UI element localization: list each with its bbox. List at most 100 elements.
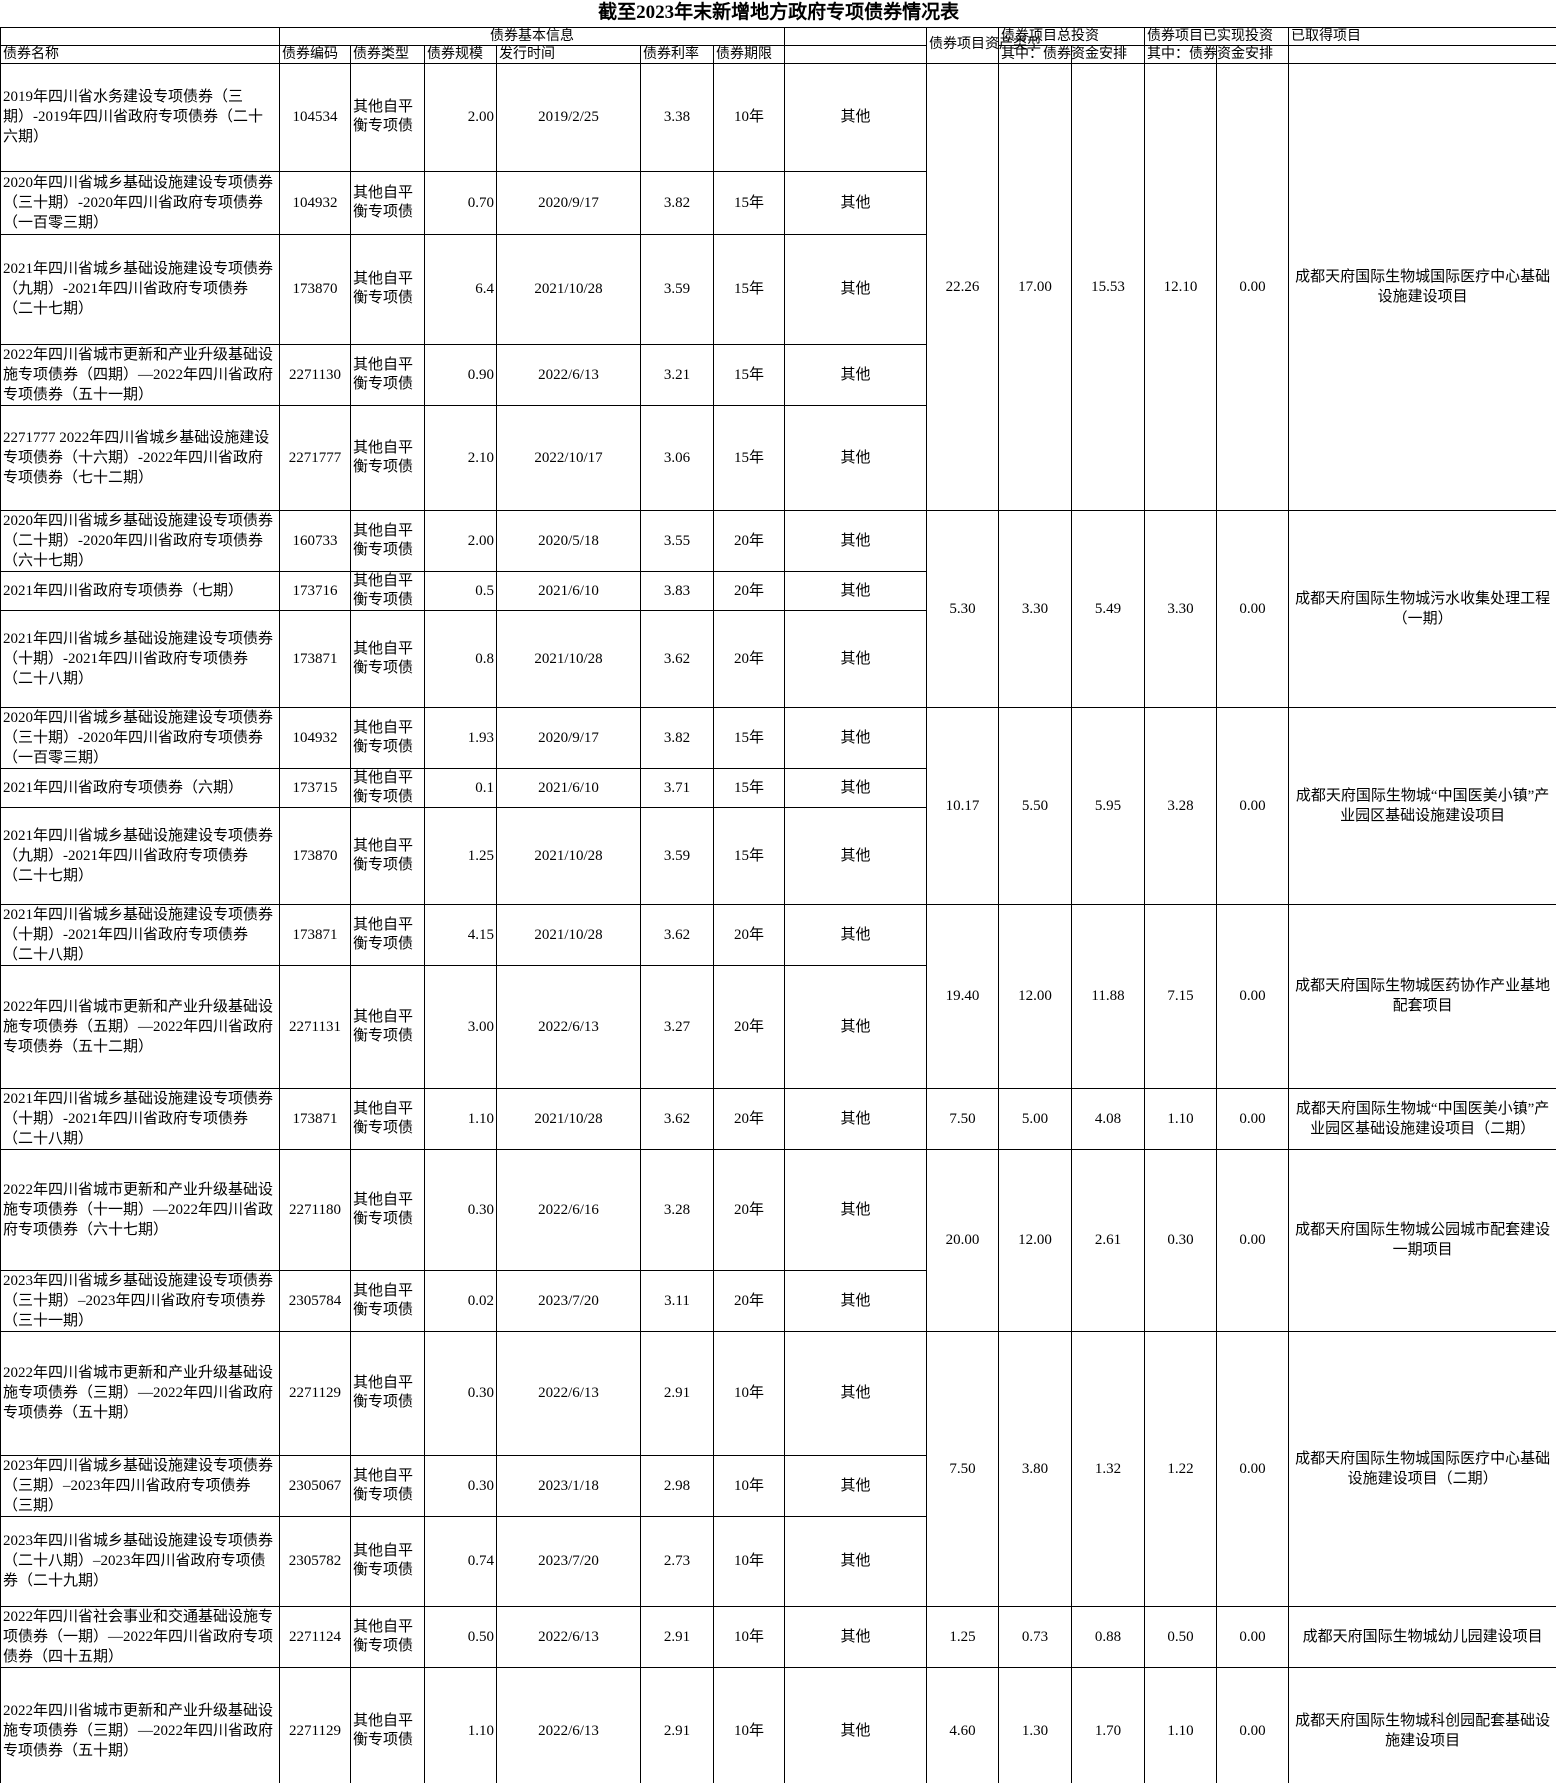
bond-term: 20年 <box>713 1148 785 1271</box>
bond-code: 104932 <box>279 706 351 769</box>
issue-date: 2023/7/20 <box>496 1269 641 1332</box>
bond-scale: 0.50 <box>424 1605 497 1668</box>
project-obtained: 0.00 <box>1216 1330 1289 1607</box>
issue-date: 2021/6/10 <box>496 570 641 611</box>
project-remark: 成都天府国际生物城“中国医美小镇”产业园区基础设施建设项目 <box>1287 706 1556 905</box>
issue-date: 2020/9/17 <box>496 170 641 235</box>
project-total: 7.50 <box>926 1330 999 1607</box>
asset-type: 其他 <box>784 1666 927 1783</box>
bond-scale: 2.00 <box>424 509 497 572</box>
interest-rate: 3.82 <box>640 170 714 235</box>
project-obtained: 0.00 <box>1216 62 1289 511</box>
bond-type: 其他自平衡专项债 <box>350 1087 425 1150</box>
bond-term: 20年 <box>713 1087 785 1150</box>
header-cell: 债券项目资产类型 <box>926 26 1041 64</box>
bond-scale: 2.00 <box>424 62 497 172</box>
interest-rate: 2.91 <box>640 1330 714 1456</box>
table-row: 2021年四川省城乡基础设施建设专项债券（十期）-2021年四川省政府专项债券（… <box>0 609 1556 708</box>
project-total: 20.00 <box>926 1148 999 1332</box>
project-realized-bond: 1.10 <box>1144 1666 1217 1783</box>
project-obtained: 0.00 <box>1216 1666 1289 1783</box>
header-cell: 债券编码 <box>279 44 351 64</box>
bond-name: 2022年四川省城市更新和产业升级基础设施专项债券（三期）—2022年四川省政府… <box>0 1330 280 1456</box>
bond-type: 其他自平衡专项债 <box>350 609 425 708</box>
table-row: 2020年四川省城乡基础设施建设专项债券（二十期）-2020年四川省政府专项债券… <box>0 509 1556 708</box>
header-cell: 债券规模 <box>424 44 497 64</box>
table-row: 2022年四川省城市更新和产业升级基础设施专项债券（三期）—2022年四川省政府… <box>0 1666 1556 1783</box>
bond-code: 173870 <box>279 806 351 905</box>
bond-term: 15年 <box>713 170 785 235</box>
issue-date: 2019/2/25 <box>496 62 641 172</box>
bond-scale: 3.00 <box>424 964 497 1089</box>
bond-type: 其他自平衡专项债 <box>350 1330 425 1456</box>
header-cell <box>784 44 927 64</box>
bond-type: 其他自平衡专项债 <box>350 767 425 808</box>
interest-rate: 3.83 <box>640 570 714 611</box>
issue-date: 2022/6/13 <box>496 343 641 406</box>
project-total-bond: 12.00 <box>998 1148 1072 1332</box>
interest-rate: 3.62 <box>640 609 714 708</box>
bond-type: 其他自平衡专项债 <box>350 1454 425 1517</box>
issue-date: 2021/10/28 <box>496 1087 641 1150</box>
interest-rate: 3.62 <box>640 903 714 966</box>
bond-code: 173871 <box>279 1087 351 1150</box>
issue-date: 2021/10/28 <box>496 903 641 966</box>
bond-code: 104534 <box>279 62 351 172</box>
interest-rate: 2.91 <box>640 1666 714 1783</box>
asset-type: 其他 <box>784 1087 927 1150</box>
project-realized-bond: 3.30 <box>1144 509 1217 708</box>
issue-date: 2022/6/16 <box>496 1148 641 1271</box>
bond-term: 20年 <box>713 903 785 966</box>
project-remark: 成都天府国际生物城科创园配套基础设施建设项目 <box>1287 1666 1556 1783</box>
issue-date: 2021/10/28 <box>496 609 641 708</box>
bond-term: 10年 <box>713 62 785 172</box>
header-cell: 债券期限 <box>713 44 785 64</box>
asset-type: 其他 <box>784 1605 927 1668</box>
bond-scale: 0.90 <box>424 343 497 406</box>
bond-term: 15年 <box>713 404 785 511</box>
issue-date: 2021/6/10 <box>496 767 641 808</box>
asset-type: 其他 <box>784 1330 927 1456</box>
asset-type: 其他 <box>784 903 927 966</box>
table-row: 2023年四川省城乡基础设施建设专项债券（二十八期）–2023年四川省政府专项债… <box>0 1515 1556 1607</box>
asset-type: 其他 <box>784 964 927 1089</box>
interest-rate: 3.28 <box>640 1148 714 1271</box>
bond-type: 其他自平衡专项债 <box>350 903 425 966</box>
bond-code: 2271130 <box>279 343 351 406</box>
bond-name: 2023年四川省城乡基础设施建设专项债券（三十期）–2023年四川省政府专项债券… <box>0 1269 280 1332</box>
header-cell: 其中：债券资金安排 <box>998 44 1127 64</box>
bond-type: 其他自平衡专项债 <box>350 509 425 572</box>
table-row: 2021年四川省政府专项债券（七期） 173716 其他自平衡专项债 0.5 2021/… <box>0 570 1556 611</box>
bond-term: 20年 <box>713 509 785 572</box>
bond-type: 其他自平衡专项债 <box>350 570 425 611</box>
project-realized: 5.49 <box>1071 509 1145 708</box>
asset-type: 其他 <box>784 233 927 345</box>
project-remark: 成都天府国际生物城医药协作产业基地配套项目 <box>1287 903 1556 1089</box>
project-total-bond: 5.00 <box>998 1087 1072 1150</box>
bond-name: 2022年四川省城市更新和产业升级基础设施专项债券（五期）—2022年四川省政府… <box>0 964 280 1089</box>
bond-code: 2305784 <box>279 1269 351 1332</box>
bond-term: 10年 <box>713 1330 785 1456</box>
header-cell: 债券名称 <box>0 44 280 64</box>
bond-term: 10年 <box>713 1454 785 1517</box>
interest-rate: 3.62 <box>640 1087 714 1150</box>
bond-code: 104932 <box>279 170 351 235</box>
project-realized-bond: 0.30 <box>1144 1148 1217 1332</box>
bond-scale: 0.30 <box>424 1454 497 1517</box>
bond-code: 2271180 <box>279 1148 351 1271</box>
project-total: 10.17 <box>926 706 999 905</box>
bond-type: 其他自平衡专项债 <box>350 1269 425 1332</box>
header-cell: 其中：债券资金安排 <box>1144 44 1273 64</box>
bond-type: 其他自平衡专项债 <box>350 964 425 1089</box>
bond-type: 其他自平衡专项债 <box>350 1148 425 1271</box>
project-realized: 11.88 <box>1071 903 1145 1089</box>
bond-name: 2022年四川省城市更新和产业升级基础设施专项债券（十一期）—2022年四川省政… <box>0 1148 280 1271</box>
bond-name: 2021年四川省政府专项债券（六期） <box>0 767 280 808</box>
asset-type: 其他 <box>784 404 927 511</box>
header-cell <box>0 26 280 46</box>
issue-date: 2022/6/13 <box>496 964 641 1089</box>
bond-scale: 1.25 <box>424 806 497 905</box>
bond-type: 其他自平衡专项债 <box>350 233 425 345</box>
bond-scale: 2.10 <box>424 404 497 511</box>
